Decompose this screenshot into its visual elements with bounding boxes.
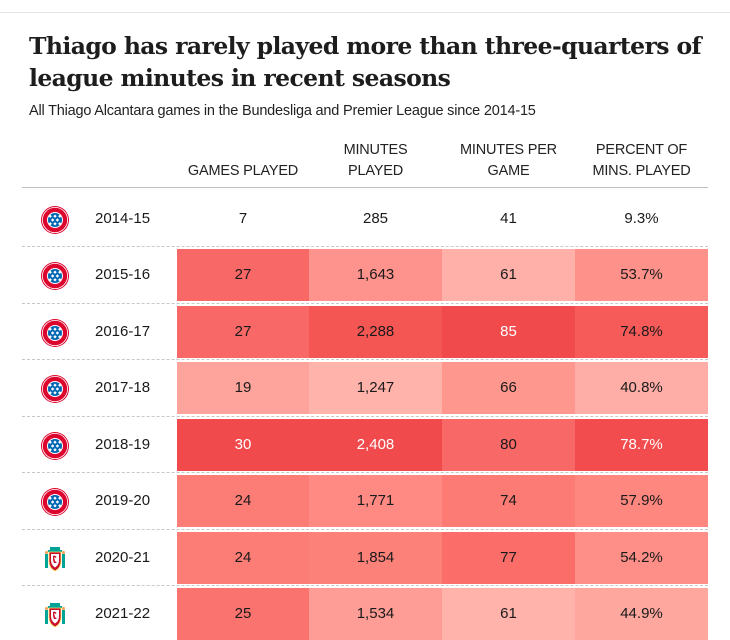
bayern-munich-crest-icon — [40, 261, 70, 291]
percent-played-cell: 44.9% — [575, 588, 708, 640]
games-played-cell: 24 — [177, 531, 309, 584]
percent-played-cell: 74.8% — [575, 305, 708, 358]
percent-played-cell: 9.3% — [624, 209, 659, 227]
table-row: 2014-15 7 285 41 9.3% — [0, 193, 730, 245]
row-separator — [22, 246, 708, 248]
percent-played-cell: 40.8% — [575, 362, 708, 414]
games-played-cell: 30 — [177, 418, 309, 471]
liverpool-crest-icon — [40, 544, 70, 574]
liverpool-crest-icon — [40, 600, 70, 630]
header-line: GAMES PLAYED — [187, 163, 299, 179]
row-separator — [22, 528, 708, 530]
table-row: 2019-20 24 1,771 74 57.9% — [0, 475, 730, 527]
bayern-munich-crest-icon — [40, 318, 70, 348]
header-line: MINS. PLAYED — [592, 163, 691, 179]
header-line — [177, 140, 309, 161]
header-minutes-per-game: MINUTES PER GAME — [442, 140, 575, 182]
bayern-munich-crest-icon — [40, 487, 70, 517]
header-line: MINUTES — [343, 142, 408, 158]
games-played-cell: 19 — [177, 362, 309, 414]
season-label: 2016-17 — [95, 322, 151, 340]
minutes-played-cell: 1,854 — [309, 531, 442, 584]
row-separator — [22, 585, 708, 587]
minutes-played-cell: 285 — [362, 209, 389, 227]
table-row: 2016-17 27 2,288 85 74.8% — [0, 305, 730, 358]
top-divider — [0, 12, 730, 13]
row-separator — [22, 472, 708, 474]
header-games-played: GAMES PLAYED — [177, 140, 309, 182]
minutes-per-game-cell: 80 — [442, 418, 575, 471]
minutes-per-game-cell: 85 — [442, 305, 575, 358]
minutes-per-game-cell: 61 — [442, 249, 575, 301]
minutes-per-game-cell: 66 — [442, 362, 575, 414]
header-percent-of-mins-played: PERCENT OF MINS. PLAYED — [575, 140, 708, 182]
minutes-per-game-cell: 61 — [442, 588, 575, 640]
minutes-played-cell: 1,247 — [309, 362, 442, 414]
games-played-cell: 7 — [238, 209, 248, 227]
minutes-played-cell: 1,771 — [309, 475, 442, 527]
bayern-munich-crest-icon — [40, 431, 70, 461]
season-label: 2014-15 — [95, 209, 151, 227]
bayern-munich-crest-icon — [40, 374, 70, 404]
chart-subtitle: All Thiago Alcantara games in the Bundes… — [29, 103, 536, 119]
minutes-per-game-cell: 77 — [442, 531, 575, 584]
games-played-cell: 27 — [177, 305, 309, 358]
minutes-played-cell: 1,534 — [309, 588, 442, 640]
table-row: 2020-21 24 1,854 77 54.2% — [0, 531, 730, 584]
games-played-cell: 25 — [177, 588, 309, 640]
games-played-cell: 24 — [177, 475, 309, 527]
percent-played-cell: 53.7% — [575, 249, 708, 301]
percent-played-cell: 54.2% — [575, 531, 708, 584]
minutes-per-game-cell: 41 — [500, 209, 517, 227]
table-header: GAMES PLAYED MINUTES PLAYED MINUTES PER … — [0, 140, 730, 186]
row-separator — [22, 415, 708, 417]
minutes-played-cell: 1,643 — [309, 249, 442, 301]
table-row: 2015-16 27 1,643 61 53.7% — [0, 249, 730, 301]
table-row: 2017-18 19 1,247 66 40.8% — [0, 362, 730, 414]
minutes-played-cell: 2,408 — [309, 418, 442, 471]
header-line: GAME — [487, 163, 530, 179]
row-separator — [22, 302, 708, 304]
season-label: 2021-22 — [95, 605, 151, 622]
minutes-per-game-cell: 74 — [442, 475, 575, 527]
table-row: 2021-22 25 1,534 61 44.9% — [0, 588, 730, 640]
games-played-cell: 27 — [177, 249, 309, 301]
table-row: 2018-19 30 2,408 80 78.7% — [0, 418, 730, 471]
percent-played-cell: 78.7% — [575, 418, 708, 471]
header-line: MINUTES PER — [460, 142, 557, 158]
row-separator — [22, 359, 708, 361]
header-line: PLAYED — [348, 163, 403, 179]
header-minutes-played: MINUTES PLAYED — [309, 140, 442, 182]
header-rule — [22, 187, 708, 188]
season-label: 2015-16 — [95, 266, 151, 283]
minutes-played-cell: 2,288 — [309, 305, 442, 358]
season-label: 2019-20 — [95, 492, 151, 509]
season-label: 2018-19 — [95, 435, 151, 453]
percent-played-cell: 57.9% — [575, 475, 708, 527]
bayern-munich-crest-icon — [40, 205, 70, 235]
season-label: 2017-18 — [95, 379, 151, 396]
season-label: 2020-21 — [95, 548, 151, 566]
header-line: PERCENT OF — [595, 142, 688, 158]
chart-title: Thiago has rarely played more than three… — [29, 32, 702, 92]
